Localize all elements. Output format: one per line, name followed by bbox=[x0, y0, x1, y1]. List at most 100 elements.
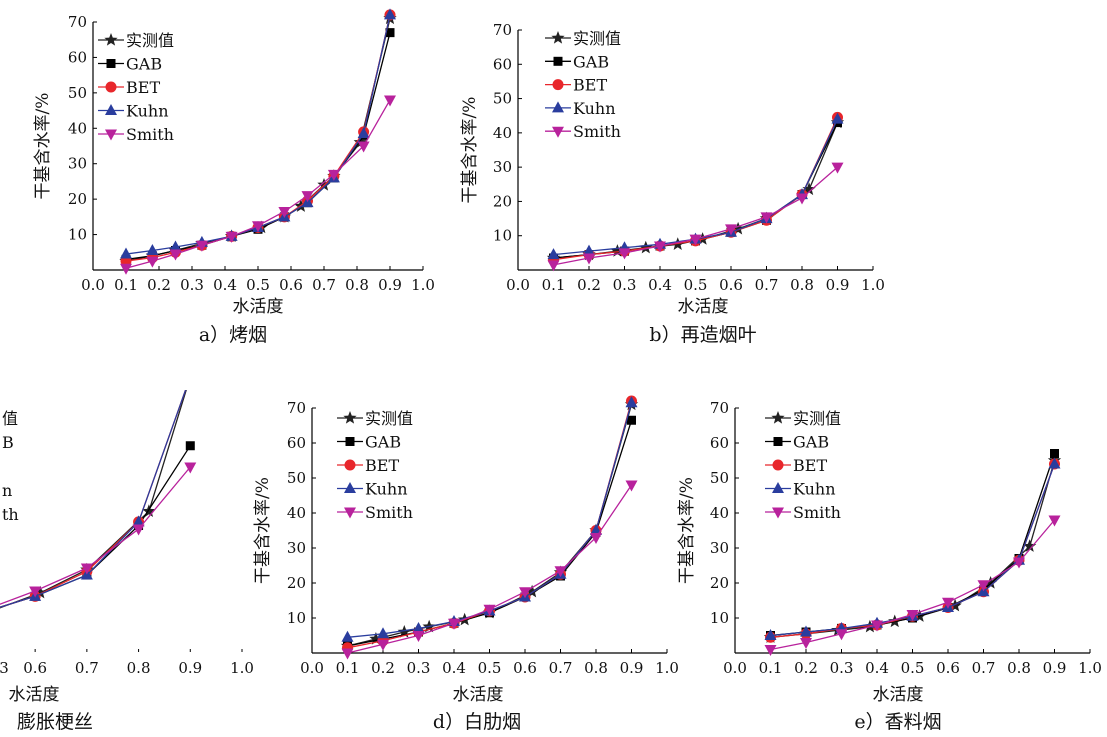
data-point bbox=[184, 370, 197, 383]
axes bbox=[734, 407, 1091, 654]
y-tick-label: 30 bbox=[493, 158, 512, 176]
x-tick-label: 0.8 bbox=[1007, 659, 1031, 677]
x-tick-label: 0.4 bbox=[865, 659, 889, 677]
y-tick-label: 40 bbox=[493, 124, 512, 142]
y-tick-label: 40 bbox=[68, 119, 87, 137]
x-tick-labels: 0.0 0.1 0.2 0.3 0.4 0.5 0.6 0.7 0.8 0.9 1.0 bbox=[506, 276, 885, 294]
data-point bbox=[80, 563, 93, 575]
data-point bbox=[195, 240, 208, 252]
legend-label: Kuhn bbox=[573, 99, 616, 118]
data-point bbox=[278, 207, 291, 219]
data-point bbox=[731, 221, 745, 235]
chart-caption: b）再造烟叶 bbox=[649, 324, 756, 346]
legend-label: Smith bbox=[793, 503, 841, 522]
legend: 实测值 GAB BET Kuhn Smith bbox=[337, 409, 413, 522]
legend-label: BET bbox=[793, 456, 827, 475]
y-tick-label: 70 bbox=[710, 399, 729, 417]
data-point bbox=[120, 247, 132, 259]
legend: 实测值 GAB BET Kuhn Smith bbox=[765, 409, 841, 522]
y-tick-label: 40 bbox=[710, 504, 729, 522]
x-tick-label: 0.4 bbox=[442, 659, 466, 677]
data-point bbox=[583, 244, 595, 256]
x-tick-label: 0.3 bbox=[407, 659, 431, 677]
data-point bbox=[341, 648, 354, 660]
axes bbox=[34, 649, 243, 652]
plot-area bbox=[0, 370, 197, 609]
y-tick-label: 20 bbox=[68, 190, 87, 208]
legend-marker bbox=[552, 126, 564, 138]
data-point bbox=[802, 182, 816, 196]
x-tick-label: 0.8 bbox=[790, 276, 814, 294]
x-tick-label: 0.9 bbox=[1043, 659, 1067, 677]
chart-panel-2: 0.0 0.1 0.2 0.3 0.4 0.5 0.6 0.7 0.8 0.9 1.0 10 20 30 4… bbox=[460, 21, 885, 346]
data-point bbox=[357, 127, 370, 139]
legend: 值Bn th bbox=[2, 409, 19, 524]
data-point bbox=[169, 240, 182, 252]
x-tick-label: 0.9 bbox=[378, 276, 402, 294]
data-point bbox=[835, 629, 848, 641]
legend-label: B bbox=[2, 433, 14, 452]
data-point bbox=[252, 221, 264, 233]
legend-label: BET bbox=[126, 78, 160, 97]
x-axis-label: 水活度 bbox=[678, 297, 729, 317]
data-point bbox=[377, 627, 389, 639]
axes bbox=[517, 29, 874, 271]
x-tick-label: 0.2 bbox=[371, 659, 395, 677]
data-point bbox=[1048, 457, 1061, 469]
data-point bbox=[184, 462, 197, 474]
y-tick-labels: 10 20 30 40 50 60 70 bbox=[68, 13, 87, 244]
x-tick-label: 1.0 bbox=[861, 276, 885, 294]
x-tick-label: 0.6 bbox=[279, 276, 303, 294]
y-tick-label: 20 bbox=[493, 192, 512, 210]
y-tick-labels: 10 20 30 40 50 60 70 bbox=[287, 399, 306, 627]
series-Smith bbox=[764, 515, 1061, 656]
x-tick-label: 3 bbox=[0, 659, 9, 677]
y-tick-labels: 10 20 30 40 50 60 70 bbox=[710, 399, 729, 627]
legend-marker bbox=[772, 507, 784, 519]
legend-marker bbox=[344, 507, 356, 519]
legend-marker bbox=[773, 437, 783, 446]
y-tick-label: 10 bbox=[287, 609, 306, 627]
x-tick-label: 0.2 bbox=[794, 659, 818, 677]
data-point bbox=[948, 598, 962, 612]
data-point bbox=[225, 231, 238, 243]
series-line bbox=[0, 390, 187, 608]
x-tick-label: 0.7 bbox=[549, 659, 573, 677]
data-point bbox=[146, 256, 159, 268]
x-tick-label: 0.7 bbox=[75, 659, 99, 677]
y-tick-label: 40 bbox=[287, 504, 306, 522]
data-point bbox=[554, 566, 567, 578]
x-tick-label: 0.0 bbox=[723, 659, 747, 677]
x-tick-label: 0.3 bbox=[613, 276, 637, 294]
legend-label: BET bbox=[573, 76, 607, 95]
y-axis-label: 干基含水率/% bbox=[460, 97, 480, 204]
legend: 实测值 GAB BET Kuhn Smith bbox=[545, 29, 621, 141]
y-tick-label: 50 bbox=[68, 84, 87, 102]
data-point bbox=[483, 604, 496, 616]
data-point bbox=[725, 224, 737, 236]
plot-area bbox=[763, 449, 1062, 656]
data-point bbox=[627, 415, 636, 425]
y-tick-label: 50 bbox=[287, 469, 306, 487]
data-point bbox=[800, 638, 812, 649]
legend-label: 实测值 bbox=[793, 409, 841, 428]
data-point bbox=[384, 95, 396, 107]
data-point bbox=[871, 620, 883, 632]
data-point bbox=[397, 625, 411, 638]
axes bbox=[92, 21, 424, 271]
x-tick-label: 0.5 bbox=[901, 659, 925, 677]
legend-marker bbox=[344, 459, 356, 471]
data-point bbox=[695, 232, 710, 245]
data-point bbox=[1050, 449, 1059, 458]
y-tick-label: 60 bbox=[287, 434, 306, 452]
x-tick-labels: 0.0 0.1 0.2 0.3 0.4 0.5 0.6 0.7 0.8 0.9 1.0 bbox=[81, 276, 435, 294]
x-tick-label: 0.9 bbox=[826, 276, 850, 294]
data-point bbox=[547, 248, 560, 260]
chart-caption: d）白肋烟 bbox=[433, 711, 521, 733]
chart-panel-1: 0.0 0.1 0.2 0.3 0.4 0.5 0.6 0.7 0.8 0.9 1.0 10 20 30 4… bbox=[33, 8, 435, 346]
legend-marker bbox=[772, 459, 784, 471]
y-tick-label: 70 bbox=[287, 399, 306, 417]
x-tick-label: 0.5 bbox=[684, 276, 708, 294]
legend-label: Smith bbox=[365, 503, 413, 522]
